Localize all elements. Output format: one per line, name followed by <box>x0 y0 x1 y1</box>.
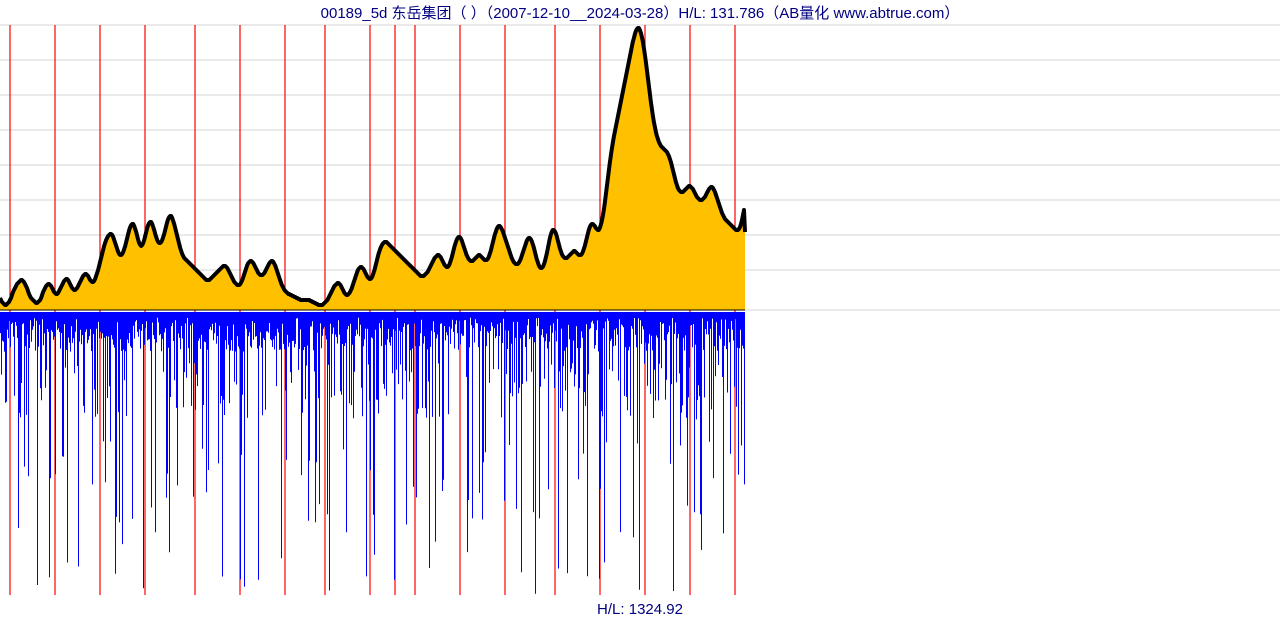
chart-plot <box>0 0 1280 620</box>
chart-container: 00189_5d 东岳集团（ ）（2007-12-10__2024-03-28）… <box>0 0 1280 620</box>
bottom-hl-label: H/L: 1324.92 <box>0 601 1280 618</box>
